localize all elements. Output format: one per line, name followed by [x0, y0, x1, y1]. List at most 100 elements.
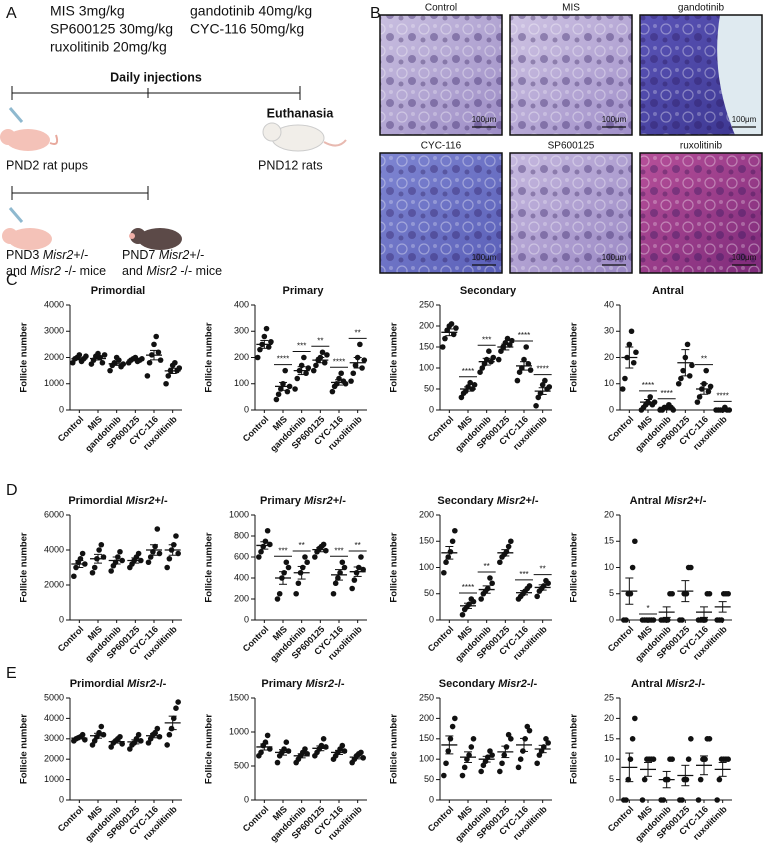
significance: ** [299, 541, 305, 550]
data-point [459, 611, 466, 618]
text-part: Antral [652, 285, 684, 297]
data-point [533, 403, 539, 409]
data-point [471, 382, 478, 388]
y-tick-label: 100 [234, 378, 249, 388]
data-point [707, 383, 714, 390]
data-point [490, 354, 497, 361]
scale-label: 100μm [732, 253, 757, 262]
data-point [442, 335, 448, 342]
chart-title: Secondary [460, 285, 517, 297]
data-point [166, 555, 173, 562]
data-point [459, 772, 466, 779]
mouse-label: and Misr2 -/- mice [6, 264, 106, 278]
data-point [670, 407, 677, 413]
dose: SP600125 30mg/kg [50, 21, 173, 37]
data-point [647, 394, 653, 400]
data-point [117, 548, 123, 555]
data-point [79, 731, 86, 738]
y-tick-label: 0 [59, 614, 64, 624]
y-axis-label: Follicle number [204, 322, 215, 393]
chart-title: Primary Misr2+/- [260, 495, 346, 507]
mouse-label: PND3 Misr2+/- [6, 248, 88, 262]
significance: ** [355, 541, 361, 550]
data-point [339, 559, 346, 566]
text-part: Secondary [460, 285, 517, 297]
y-tick-label: 25 [604, 692, 614, 702]
y-tick-label: 2000 [44, 352, 64, 362]
data-point [452, 527, 458, 534]
data-point [506, 342, 513, 348]
data-point [98, 541, 105, 548]
panel-label: A [6, 5, 17, 22]
data-point [630, 359, 637, 366]
text-part: and [6, 264, 30, 278]
data-point [523, 344, 529, 350]
image-label: SP600125 [548, 141, 595, 152]
data-point [706, 590, 713, 597]
significance: *** [334, 546, 343, 555]
chart-title: Primordial Misr2+/- [68, 495, 168, 507]
data-point [467, 379, 474, 386]
data-point [639, 797, 646, 803]
text-part: Misr2 [498, 678, 527, 690]
data-point [100, 731, 107, 738]
image-label: CYC-116 [421, 141, 462, 152]
data-point [509, 337, 515, 344]
y-tick-label: 150 [419, 733, 434, 743]
y-tick-label: 0 [244, 794, 249, 804]
data-point [526, 727, 533, 734]
y-tick-label: 1000 [229, 509, 249, 519]
significance: **** [716, 391, 728, 400]
rat-start: PND2 rat pups [6, 158, 88, 172]
data-point [260, 543, 267, 550]
data-point [689, 362, 695, 369]
data-point [683, 590, 690, 597]
data-point [338, 370, 345, 377]
image-label: gandotinib [678, 3, 725, 14]
data-point [154, 725, 161, 732]
y-axis-label: Follicle number [569, 532, 580, 603]
data-point [675, 380, 682, 387]
significance: ** [317, 336, 323, 345]
data-point [679, 797, 685, 803]
data-point [725, 590, 731, 597]
y-axis-label: Follicle number [389, 714, 400, 785]
image-frame [509, 152, 633, 274]
image-frame [639, 152, 763, 274]
text-part: -/- mice [61, 264, 106, 278]
data-point [144, 373, 151, 379]
text-part: Misr2 [126, 495, 155, 507]
data-point [285, 564, 292, 571]
data-point [302, 746, 308, 752]
data-point [358, 749, 364, 756]
data-point [153, 333, 159, 340]
y-tick-label: 0 [244, 404, 249, 414]
x-tick-label: Control [241, 414, 271, 444]
data-point [716, 776, 723, 783]
data-point [684, 341, 691, 348]
panel-label: C [6, 272, 18, 289]
data-point [535, 394, 542, 401]
data-point [319, 349, 326, 356]
data-point [669, 590, 675, 597]
data-point [508, 736, 514, 742]
data-point [321, 359, 328, 366]
y-axis-label: Follicle number [19, 532, 30, 603]
x-tick-label: Control [426, 414, 456, 444]
significance: **** [518, 331, 530, 340]
data-point [341, 564, 348, 571]
scale-label: 100μm [732, 115, 757, 124]
y-axis-label: Follicle number [19, 714, 30, 785]
y-axis-label: Follicle number [204, 532, 215, 603]
data-point [135, 550, 142, 557]
y-tick-label: 1500 [229, 692, 249, 702]
text-part: Primordial [68, 495, 125, 507]
data-point [332, 580, 339, 587]
data-point [145, 559, 152, 566]
image-texture [510, 15, 632, 135]
data-point [546, 384, 553, 390]
data-point [650, 756, 657, 762]
mouse-pup-dark [129, 228, 182, 250]
y-tick-label: 0 [609, 794, 614, 804]
y-tick-label: 4000 [44, 544, 64, 554]
